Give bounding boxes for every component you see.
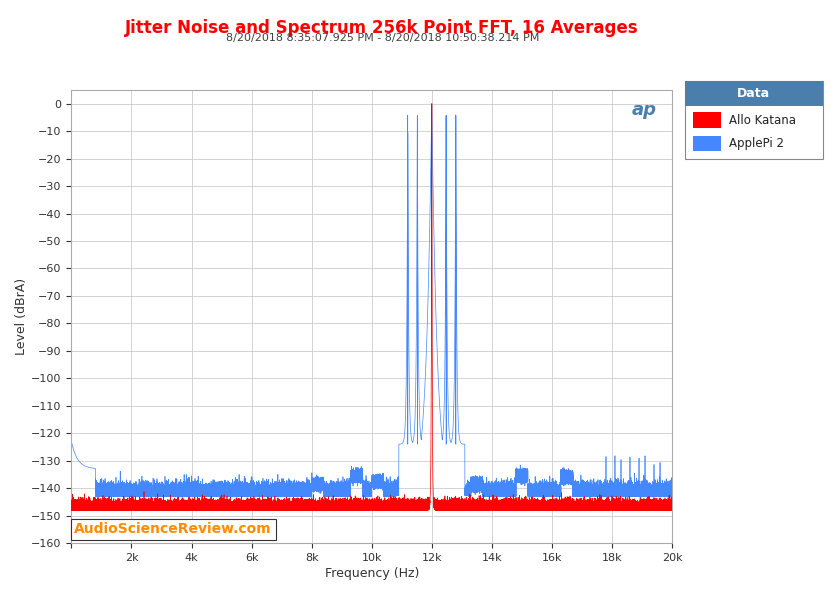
Bar <box>693 112 721 128</box>
Y-axis label: Level (dBrA): Level (dBrA) <box>15 278 29 355</box>
FancyBboxPatch shape <box>685 81 823 106</box>
Bar <box>693 136 721 151</box>
Text: Data: Data <box>738 87 770 100</box>
Text: ap: ap <box>632 101 657 119</box>
Text: AudioScienceReview.com: AudioScienceReview.com <box>75 522 272 536</box>
Text: 8/20/2018 8:35:07.925 PM - 8/20/2018 10:50:38.214 PM: 8/20/2018 8:35:07.925 PM - 8/20/2018 10:… <box>225 33 539 43</box>
FancyBboxPatch shape <box>685 81 823 159</box>
Text: Allo Katana: Allo Katana <box>729 113 796 127</box>
X-axis label: Frequency (Hz): Frequency (Hz) <box>324 567 419 580</box>
Text: ApplePi 2: ApplePi 2 <box>729 137 784 150</box>
Text: Jitter Noise and Spectrum 256k Point FFT, 16 Averages: Jitter Noise and Spectrum 256k Point FFT… <box>125 19 639 37</box>
